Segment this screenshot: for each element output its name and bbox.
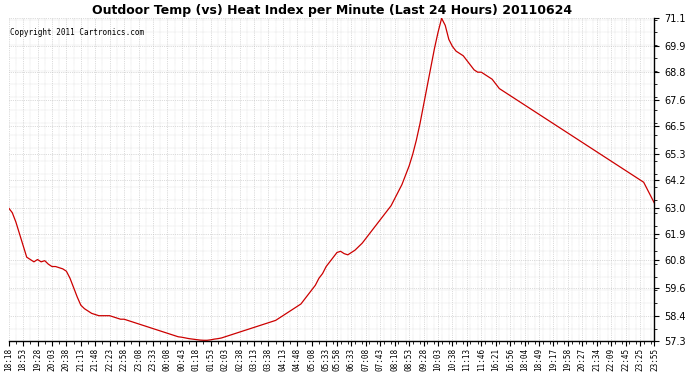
Text: Copyright 2011 Cartronics.com: Copyright 2011 Cartronics.com <box>10 28 144 37</box>
Title: Outdoor Temp (vs) Heat Index per Minute (Last 24 Hours) 20110624: Outdoor Temp (vs) Heat Index per Minute … <box>92 4 571 17</box>
